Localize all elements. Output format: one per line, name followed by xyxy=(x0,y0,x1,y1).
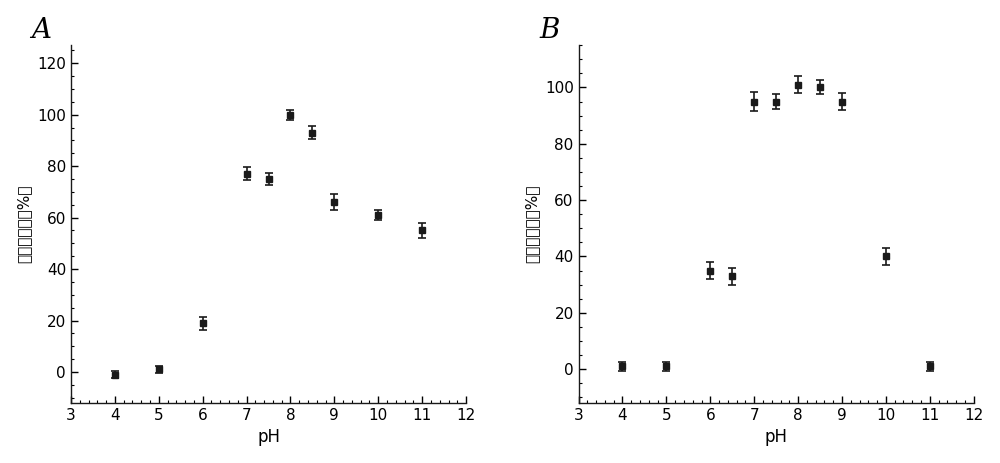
Y-axis label: 相对酶活力（%）: 相对酶活力（%） xyxy=(17,185,32,263)
Y-axis label: 相对酶活力（%）: 相对酶活力（%） xyxy=(524,185,539,263)
Text: B: B xyxy=(539,17,559,44)
Text: A: A xyxy=(31,17,51,44)
X-axis label: pH: pH xyxy=(257,428,280,446)
X-axis label: pH: pH xyxy=(765,428,788,446)
